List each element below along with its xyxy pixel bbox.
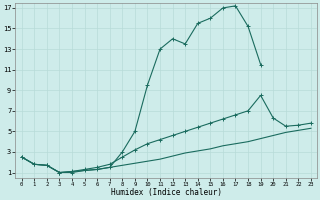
X-axis label: Humidex (Indice chaleur): Humidex (Indice chaleur) [111,188,222,197]
